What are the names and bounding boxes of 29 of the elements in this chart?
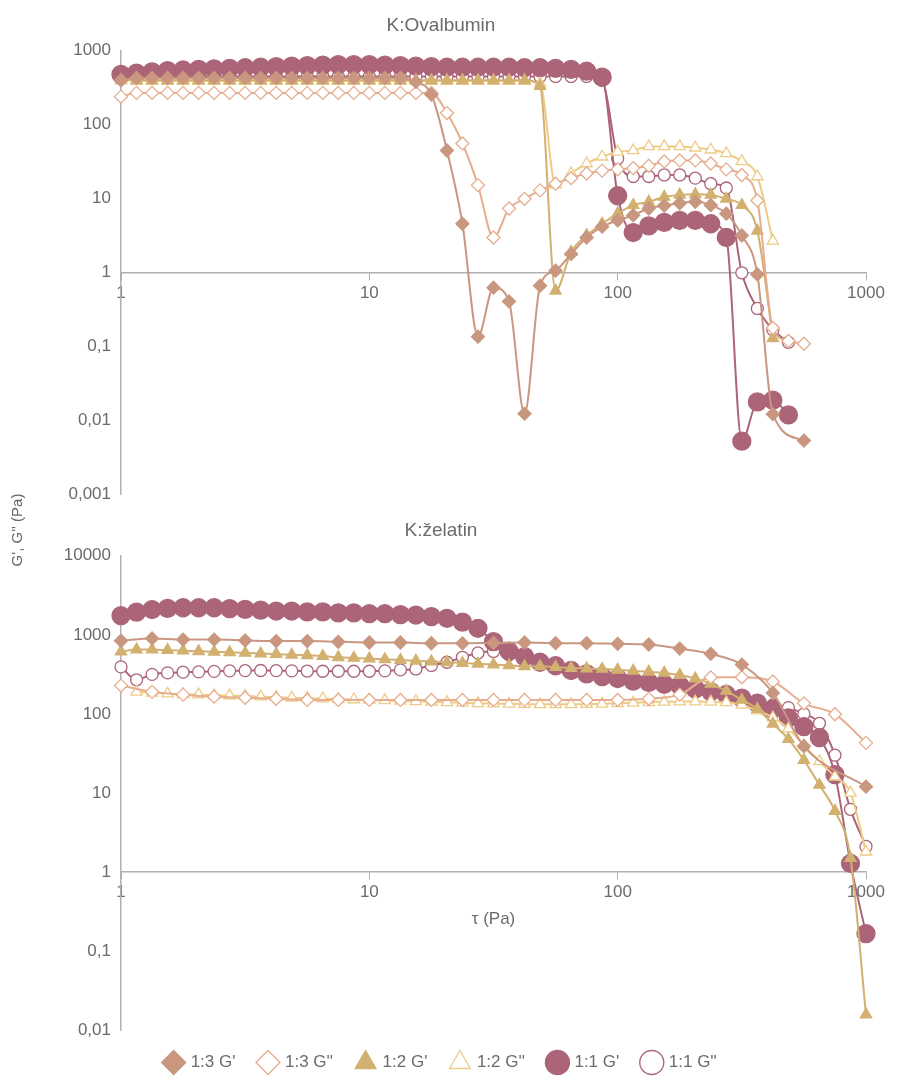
- y-tick-label: 10000: [63, 545, 111, 565]
- y-tick-label: 0,01: [77, 410, 111, 430]
- x-tick-label: 100: [603, 282, 632, 302]
- y-axis-title: G', G'' (Pa): [7, 493, 25, 567]
- y-tick-label: 10: [92, 188, 111, 208]
- y-tick-label: 1: [101, 861, 111, 881]
- chart-title: K:Ovalbumin: [386, 13, 496, 35]
- y-tick-label: 100: [82, 114, 111, 134]
- y-tick-label: 0,01: [77, 1019, 111, 1039]
- legend-label: 1:2 G'': [476, 1052, 525, 1072]
- y-tick-label: 1000: [73, 40, 111, 60]
- y-tick-label: 100: [82, 703, 111, 723]
- x-tick-label: 1000: [847, 282, 885, 302]
- y-tick-label: 1000: [73, 624, 111, 644]
- y-tick-label: 0,001: [68, 484, 111, 504]
- y-tick-label: 0,1: [87, 336, 111, 356]
- legend-label: 1:3 G': [190, 1052, 236, 1072]
- legend-label: 1:1 G'': [668, 1052, 717, 1072]
- x-axis-title: τ (Pa): [471, 909, 516, 929]
- y-tick-label: 10: [92, 782, 111, 802]
- legend-label: 1:3 G'': [284, 1052, 334, 1072]
- y-tick-label: 1: [101, 262, 111, 282]
- legend-label: 1:1 G': [574, 1052, 620, 1072]
- x-tick-label: 10: [359, 282, 379, 302]
- chart-title: K:želatin: [404, 518, 478, 540]
- x-tick-label: 10: [359, 881, 379, 901]
- x-tick-label: 100: [603, 881, 632, 901]
- y-tick-label: 0,1: [87, 940, 111, 960]
- legend-label: 1:2 G': [382, 1052, 428, 1072]
